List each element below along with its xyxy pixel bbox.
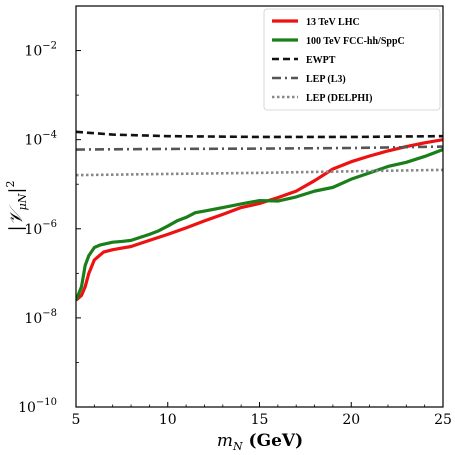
series-line-2 (76, 130, 443, 139)
y-axis-title: |𝒱μN|2 (4, 181, 29, 232)
x-axis-title: mN (GeV) (217, 431, 303, 453)
y-tick-label: 10−2 (24, 41, 57, 60)
x-tick-label: 20 (342, 412, 360, 428)
x-tick-label: 25 (434, 412, 452, 428)
y-tick-label: 10−4 (24, 130, 57, 149)
series-line-0 (76, 138, 443, 302)
y-tick-label: 10−8 (24, 308, 57, 327)
legend-label: 100 TeV FCC-hh/SppC (306, 36, 405, 47)
legend-box (263, 8, 441, 111)
y-tick-label: 10−6 (24, 219, 57, 238)
legend-label: EWPT (306, 55, 336, 66)
legend: 13 TeV LHC 100 TeV FCC-hh/SppC EWPT LEP (L3… (263, 8, 441, 111)
series-line-3 (76, 145, 443, 151)
legend-label: LEP (DELPHI) (306, 93, 372, 104)
plot-frame (75, 5, 444, 408)
x-tick-label: 5 (72, 412, 81, 428)
y-tick-label: 10−10 (18, 397, 57, 416)
legend-label: 13 TeV LHC (306, 17, 360, 28)
x-tick-label: 15 (251, 412, 269, 428)
series-line-1 (76, 148, 443, 301)
axes-layer: 5 10 15 20 25 10−10 10−8 10−6 10−4 10−2 (18, 5, 452, 428)
series-line-4 (76, 168, 443, 177)
x-tick-label: 10 (159, 412, 177, 428)
legend-label: LEP (L3) (306, 74, 346, 85)
series-layer (76, 130, 443, 302)
